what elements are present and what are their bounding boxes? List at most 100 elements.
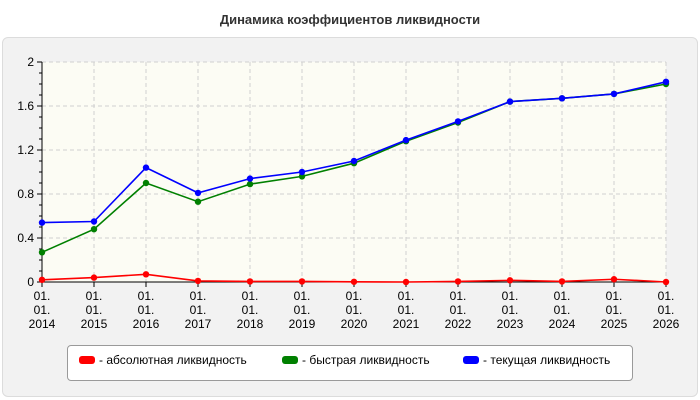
x-tick-label-line: 01.	[346, 303, 363, 317]
x-tick-label: 01. 01. 2017	[185, 289, 212, 331]
data-point-1-5	[298, 173, 306, 180]
data-point-2-3	[194, 189, 202, 197]
data-point-2-2	[142, 164, 150, 171]
data-point-0-8	[454, 278, 462, 285]
grid	[42, 61, 667, 282]
x-tick-label-line: 2024	[549, 317, 576, 331]
x-tick-label-line: 01.	[450, 303, 467, 317]
x-tick-label-line: 2018	[237, 317, 264, 331]
x-tick-label: 01. 01. 2022	[445, 289, 472, 331]
x-tick-label-line: 01.	[294, 303, 311, 317]
legend-swatch-red	[79, 356, 95, 364]
legend-label-quick: - быстрая ликвидность	[302, 353, 430, 367]
data-point-0-7	[402, 278, 410, 286]
plot-area	[42, 62, 666, 282]
data-point-2-10	[558, 95, 566, 102]
x-tick-label-line: 01.	[502, 303, 519, 317]
x-tick-label: 01. 01. 2020	[341, 289, 368, 331]
data-point-0-1	[90, 274, 98, 281]
data-point-0-5	[298, 278, 306, 285]
legend-item-current: - текущая ликвидность	[463, 353, 610, 367]
data-point-0-11	[610, 276, 618, 283]
x-tick-label-line: 2025	[601, 317, 628, 331]
x-tick-label-line: 2019	[289, 317, 316, 331]
x-tick-label: 01. 01. 2024	[549, 289, 576, 331]
x-tick-label-line: 01.	[398, 303, 415, 317]
y-axis-ticks: 0 0.4 0.8 1.2 1.6 2	[17, 55, 34, 289]
x-tick-label-line: 01.	[554, 289, 571, 303]
x-tick-label-line: 01.	[242, 303, 259, 317]
y-tick-label: 0.8	[17, 187, 34, 201]
y-tick-label: 0.4	[17, 231, 34, 245]
x-tick-label: 01. 01. 2026	[653, 289, 680, 331]
data-point-0-4	[246, 278, 254, 285]
x-tick-label-line: 01.	[658, 289, 675, 303]
x-tick-label-line: 01.	[450, 289, 467, 303]
data-point-2-11	[610, 90, 618, 98]
x-tick-label-line: 01.	[34, 289, 51, 303]
x-tick-label-line: 01.	[138, 289, 155, 303]
x-tick-label: 01. 01. 2015	[81, 289, 108, 331]
data-point-2-4	[246, 175, 254, 182]
legend-item-absolute: - абсолютная ликвидность	[79, 353, 247, 367]
x-tick-label-line: 01.	[346, 289, 363, 303]
x-tick-label-line: 01.	[606, 303, 623, 317]
x-tick-label-line: 2026	[653, 317, 680, 331]
x-tick-label: 01. 01. 2014	[29, 289, 56, 331]
data-point-0-3	[194, 277, 202, 285]
x-tick-label-line: 01.	[554, 303, 571, 317]
data-point-2-7	[402, 136, 410, 144]
data-point-1-0	[38, 249, 46, 256]
x-tick-label: 01. 01. 2025	[601, 289, 628, 331]
data-point-1-1	[90, 226, 98, 233]
data-point-0-6	[350, 278, 358, 285]
x-tick-label-line: 01.	[658, 303, 675, 317]
data-point-2-8	[454, 118, 462, 125]
x-tick-label-line: 2016	[133, 317, 160, 331]
x-tick-label-line: 01.	[138, 303, 155, 317]
x-tick-label-line: 2023	[497, 317, 524, 331]
data-point-1-4	[246, 180, 254, 188]
x-tick-label-line: 01.	[398, 289, 415, 303]
data-point-2-0	[38, 219, 46, 226]
data-point-2-5	[298, 168, 306, 176]
y-tick-label: 2	[27, 55, 34, 69]
legend-item-quick: - быстрая ликвидность	[282, 353, 430, 367]
data-point-2-1	[90, 218, 98, 225]
x-tick-label-line: 01.	[190, 303, 207, 317]
x-tick-label-line: 01.	[190, 289, 207, 303]
x-tick-label-line: 2015	[81, 317, 108, 331]
x-tick-label-line: 2017	[185, 317, 212, 331]
y-tick-label: 1.6	[17, 99, 34, 113]
x-tick-label-line: 01.	[502, 289, 519, 303]
x-tick-label-line: 2020	[341, 317, 368, 331]
data-point-1-2	[142, 179, 150, 187]
x-tick-label-line: 01.	[86, 289, 103, 303]
y-tick-label: 0	[27, 275, 34, 289]
data-point-2-6	[350, 157, 358, 165]
data-point-2-12	[662, 78, 670, 86]
x-tick-label: 01. 01. 2018	[237, 289, 264, 331]
legend-swatch-green	[282, 356, 298, 364]
x-tick-label-line: 2021	[393, 317, 420, 331]
legend: - абсолютная ликвидность - быстрая ликви…	[67, 345, 633, 381]
x-tick-label-line: 01.	[606, 289, 623, 303]
data-point-2-9	[506, 98, 514, 105]
x-tick-label-line: 2022	[445, 317, 472, 331]
x-tick-label-line: 01.	[242, 289, 259, 303]
x-tick-label: 01. 01. 2021	[393, 289, 420, 331]
chart-title: Динамика коэффициентов ликвидности	[219, 12, 481, 27]
x-tick-label-line: 01.	[86, 303, 103, 317]
x-tick-label-line: 01.	[34, 303, 51, 317]
data-point-0-2	[142, 271, 150, 278]
data-point-0-9	[506, 277, 514, 284]
series-group	[38, 78, 670, 286]
x-tick-label: 01. 01. 2023	[497, 289, 524, 331]
x-tick-label-line: 01.	[294, 289, 311, 303]
data-point-1-3	[194, 198, 202, 205]
x-tick-label-line: 2014	[29, 317, 56, 331]
x-tick-label: 01. 01. 2019	[289, 289, 316, 331]
legend-swatch-blue	[463, 356, 479, 364]
